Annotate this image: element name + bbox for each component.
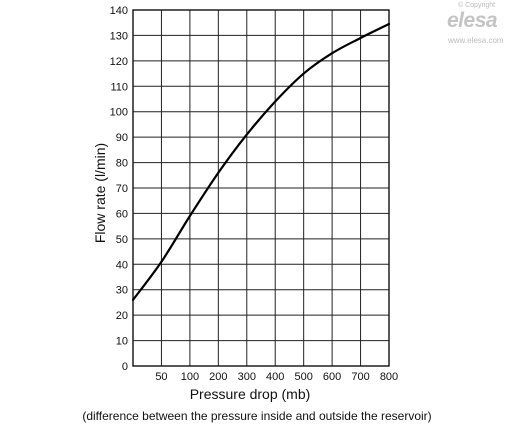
plot-frame xyxy=(132,9,390,367)
x-axis-label: Pressure drop (mb) xyxy=(190,386,311,402)
watermark-brand: elesa xyxy=(447,9,498,32)
y-tick-label: 80 xyxy=(116,158,128,170)
y-tick-labels: 0 10 20 30 40 50 60 70 80 90 100 110 120 130 140 xyxy=(110,5,128,373)
x-tick-label: 700 xyxy=(351,371,369,383)
y-tick-label: 10 xyxy=(116,336,128,348)
grid xyxy=(133,10,389,366)
flow-rate-curve xyxy=(131,22,391,301)
watermark-copyright: © Copyright xyxy=(458,2,496,9)
y-tick-label: 50 xyxy=(116,234,128,246)
y-tick-label: 140 xyxy=(110,5,128,17)
y-tick-label: 0 xyxy=(122,361,128,373)
x-tick-label: 50 xyxy=(155,371,167,383)
y-tick-label: 90 xyxy=(116,132,128,144)
y-tick-label: 120 xyxy=(110,56,128,68)
x-tick-label: 200 xyxy=(209,371,227,383)
watermark-website: www.elesa.com xyxy=(448,36,504,45)
x-tick-label: 500 xyxy=(294,371,312,383)
y-tick-label: 20 xyxy=(116,310,128,322)
y-tick-label: 60 xyxy=(116,208,128,220)
y-tick-label: 70 xyxy=(116,183,128,195)
y-tick-label: 100 xyxy=(110,107,128,119)
y-tick-label: 30 xyxy=(116,285,128,297)
x-tick-labels: 50 100 200 300 400 500 600 700 800 xyxy=(155,371,398,383)
x-tick-label: 100 xyxy=(181,371,199,383)
x-tick-label: 800 xyxy=(380,371,398,383)
x-tick-label: 300 xyxy=(238,371,256,383)
x-tick-label: 600 xyxy=(323,371,341,383)
y-axis-label: Flow rate (l/min) xyxy=(92,143,108,243)
x-tick-label: 400 xyxy=(266,371,284,383)
y-tick-label: 130 xyxy=(110,30,128,42)
y-tick-label: 40 xyxy=(116,259,128,271)
elesa-watermark-logo: © Copyright elesa www.elesa.com xyxy=(444,0,512,46)
y-tick-label: 110 xyxy=(110,81,128,93)
x-axis-note: (difference between the pressure inside … xyxy=(82,409,431,423)
